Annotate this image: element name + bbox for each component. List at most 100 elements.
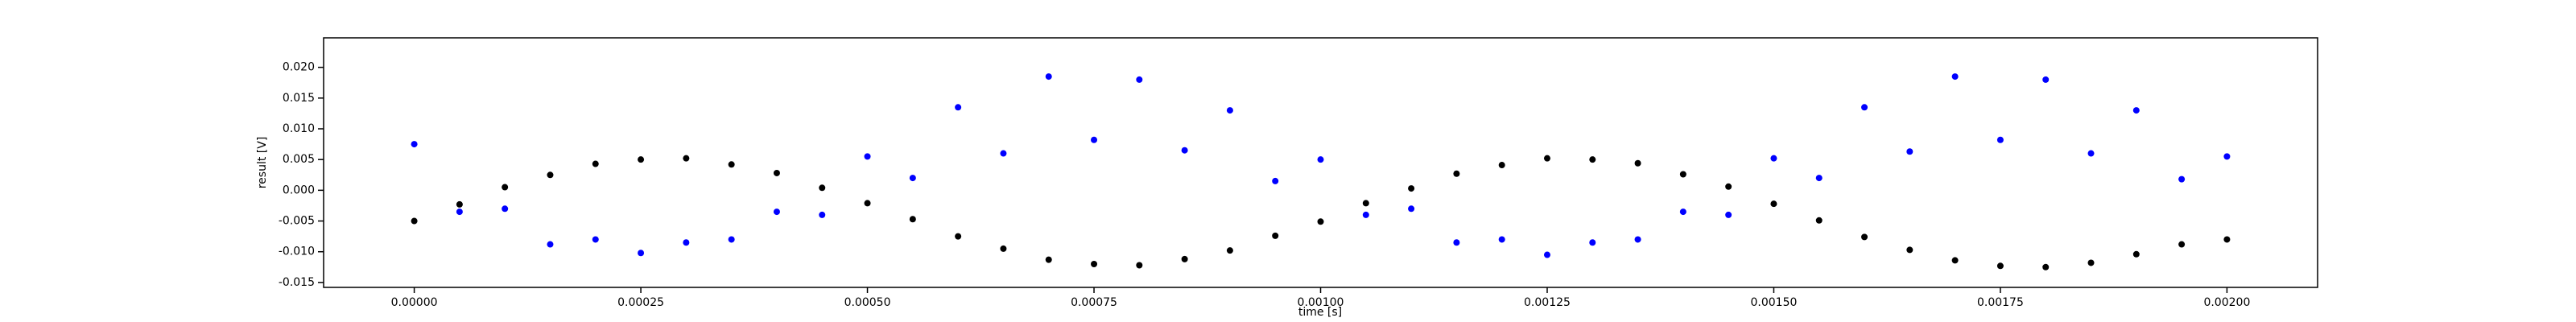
data-point — [1362, 200, 1369, 207]
data-point — [1861, 233, 1868, 241]
x-axis-label: time [s] — [1298, 306, 1342, 319]
data-point — [909, 175, 916, 182]
data-point — [1045, 256, 1052, 263]
x-tick-label: 0.00150 — [1751, 296, 1798, 309]
data-point — [728, 236, 735, 243]
data-point — [2178, 175, 2186, 183]
data-point — [1317, 218, 1324, 225]
x-tick-label: 0.00200 — [2203, 296, 2250, 309]
data-point — [1453, 239, 1460, 246]
data-point — [1408, 205, 1415, 213]
data-point — [773, 169, 780, 176]
data-point — [1272, 232, 1279, 239]
data-point — [1996, 262, 2004, 270]
y-tick-label: 0.005 — [283, 153, 315, 166]
y-tick-label: -0.010 — [279, 246, 315, 258]
data-point — [864, 153, 871, 160]
data-point — [547, 171, 554, 179]
data-point — [456, 200, 463, 208]
data-point — [2132, 250, 2140, 258]
data-point — [819, 184, 826, 192]
data-point — [1679, 208, 1686, 216]
data-point — [1815, 175, 1823, 182]
data-point — [502, 205, 509, 213]
data-point — [1181, 255, 1188, 262]
data-point — [1543, 155, 1550, 162]
y-tick-label: 0.015 — [283, 92, 315, 105]
data-point — [1770, 155, 1777, 162]
data-point — [2223, 236, 2231, 243]
data-point — [1453, 170, 1460, 177]
data-point — [2042, 263, 2050, 270]
data-point — [638, 156, 645, 163]
data-point — [819, 211, 826, 218]
data-point — [1679, 171, 1686, 178]
y-tick-label: 0.020 — [283, 61, 315, 74]
data-point — [411, 217, 418, 225]
y-tick-label: 0.000 — [283, 184, 315, 196]
data-point — [2087, 150, 2095, 157]
data-point — [1906, 246, 1913, 254]
data-point — [864, 200, 871, 207]
data-point — [411, 141, 418, 148]
x-tick-label: 0.00050 — [844, 296, 891, 309]
y-axis-label: result [V] — [256, 137, 269, 189]
data-point — [1634, 236, 1641, 243]
y-tick-label: -0.005 — [279, 215, 315, 228]
data-point — [1543, 251, 1550, 258]
data-point — [1951, 73, 1959, 80]
data-point — [1000, 150, 1007, 157]
data-point — [1000, 245, 1007, 252]
data-point — [683, 155, 690, 162]
y-tick-label: 0.010 — [283, 122, 315, 135]
data-point — [1634, 159, 1641, 167]
data-point — [2042, 76, 2050, 83]
data-point — [1996, 136, 2004, 143]
x-tick-label: 0.00075 — [1071, 296, 1117, 309]
data-point — [1589, 156, 1596, 163]
data-point — [1498, 162, 1505, 169]
data-point — [1091, 260, 1098, 267]
data-point — [2132, 107, 2140, 114]
data-point — [1181, 147, 1188, 154]
data-point — [1498, 236, 1505, 243]
data-point — [1362, 211, 1369, 218]
data-point — [1045, 73, 1052, 80]
data-point — [2087, 259, 2095, 266]
data-point — [1861, 104, 1868, 111]
x-tick-label: 0.00175 — [1977, 296, 2024, 309]
data-point — [1815, 217, 1823, 224]
data-point — [728, 161, 735, 168]
data-point — [1317, 156, 1324, 163]
data-point — [1136, 262, 1143, 269]
data-point — [1091, 136, 1098, 143]
data-point — [1725, 183, 1732, 190]
data-point — [547, 241, 554, 248]
data-point — [638, 250, 645, 257]
data-point — [909, 216, 916, 223]
data-point — [1226, 247, 1233, 254]
data-point — [1136, 76, 1143, 83]
data-point — [955, 233, 962, 240]
data-point — [1770, 200, 1777, 208]
data-point — [1226, 107, 1233, 114]
x-tick-label: 0.00025 — [617, 296, 664, 309]
data-point — [592, 160, 599, 167]
data-point — [773, 208, 780, 216]
data-point — [456, 208, 463, 216]
data-point — [502, 184, 509, 191]
data-point — [1951, 257, 1959, 264]
x-tick-label: 0.00125 — [1524, 296, 1571, 309]
x-tick-label: 0.00100 — [1298, 296, 1344, 309]
data-point — [2223, 153, 2231, 160]
data-point — [955, 104, 962, 111]
data-point — [1906, 148, 1913, 155]
data-point — [1589, 239, 1596, 246]
data-point — [2178, 241, 2186, 248]
data-point — [1408, 185, 1415, 192]
x-tick-label: 0.00000 — [391, 296, 438, 309]
data-point — [1725, 211, 1732, 218]
y-tick-label: -0.015 — [279, 276, 315, 289]
data-point — [1272, 177, 1279, 184]
